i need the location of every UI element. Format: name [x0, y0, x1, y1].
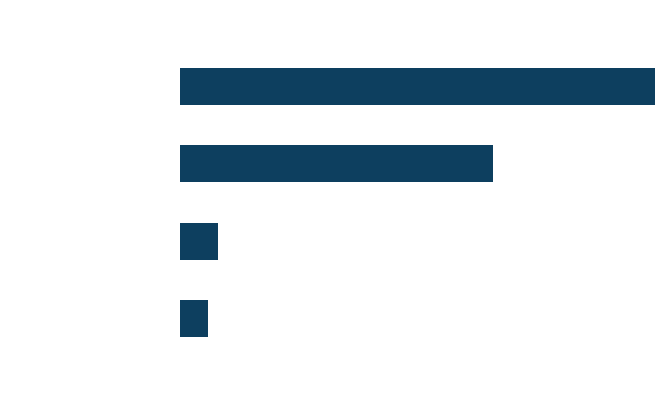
Bar: [180, 223, 217, 260]
Bar: [180, 145, 493, 182]
Bar: [180, 68, 655, 105]
Bar: [180, 300, 208, 337]
